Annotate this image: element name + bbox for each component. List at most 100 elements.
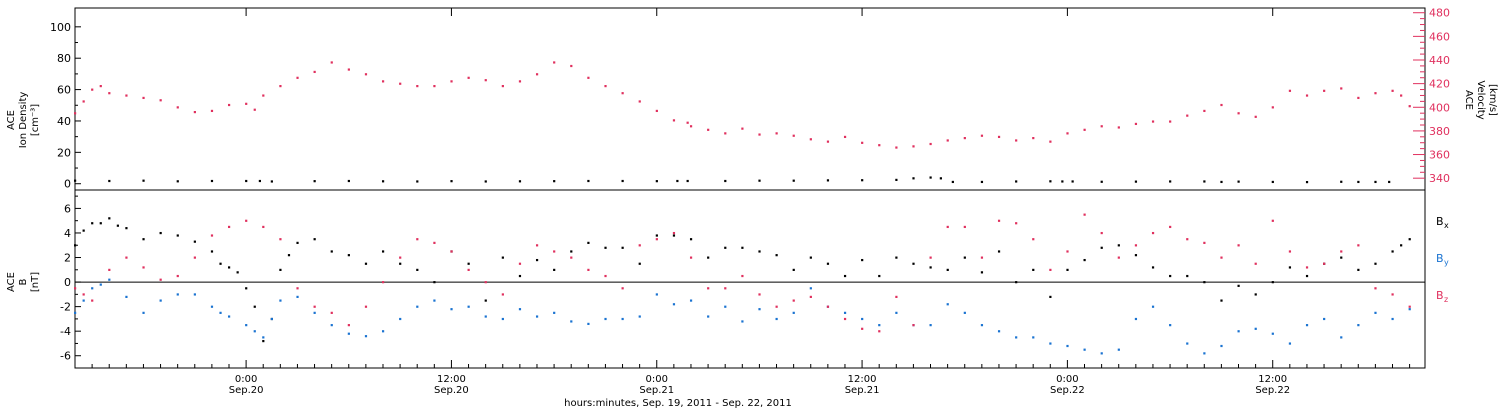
velocity-point [758, 133, 761, 136]
by-point [1203, 352, 1206, 355]
density-axis: 0 20 40 60 80 100 [50, 21, 81, 191]
velocity-point [672, 119, 676, 122]
bx-point [74, 244, 77, 247]
by-point [1391, 317, 1394, 321]
by-point [1083, 348, 1086, 351]
bx-point [433, 281, 436, 284]
bz-point [91, 299, 94, 302]
density-point [258, 179, 261, 183]
bx-point [587, 241, 590, 244]
velocity-point [1323, 89, 1326, 92]
bx-point [741, 246, 744, 249]
bx-point [1186, 274, 1189, 278]
bz-point [638, 244, 641, 247]
velocity-point [501, 85, 504, 88]
velocity-point [313, 70, 316, 74]
by-point [861, 317, 864, 321]
bx-point [262, 339, 265, 343]
by-point [433, 299, 436, 302]
velocity-point [655, 109, 658, 113]
density-point [1220, 180, 1223, 184]
bx-point [963, 256, 966, 259]
bx-point [1083, 258, 1086, 262]
velocity-point [467, 76, 470, 79]
bx-point [861, 258, 864, 262]
bz-point [1015, 222, 1018, 225]
bz-point [125, 256, 128, 259]
bz-point [1203, 241, 1206, 244]
by-point [450, 308, 453, 311]
bfield-marks [74, 213, 1411, 355]
bx-point [227, 266, 231, 269]
by-point [997, 330, 1001, 333]
bz-point [279, 238, 282, 241]
velocity-point [535, 73, 539, 76]
by-point [1408, 308, 1411, 311]
by-point [843, 311, 847, 314]
bz-point [1323, 262, 1326, 265]
by-point [1186, 342, 1189, 345]
bz-legend-subscript: z [1444, 295, 1448, 304]
velocity-point [724, 132, 727, 135]
bz-point [1117, 256, 1120, 259]
bz-point [570, 256, 573, 259]
by-point [895, 311, 898, 314]
bx-point [1288, 266, 1292, 269]
bx-point [946, 268, 949, 271]
bx-point [330, 250, 333, 253]
bz-point [245, 219, 248, 222]
bz-point [1049, 268, 1052, 271]
bz-point [364, 305, 368, 308]
velocity-point [638, 100, 641, 103]
bx-point [1357, 268, 1360, 271]
by-point [1323, 317, 1326, 321]
bz-point [1271, 219, 1274, 222]
velocity-point [82, 100, 85, 103]
bx-point [484, 299, 487, 302]
time-tick-label: 0:00 [646, 374, 668, 385]
bx-point [501, 256, 504, 259]
density-point [347, 179, 350, 183]
density-point [518, 180, 522, 183]
density-point [826, 179, 830, 182]
bx-point [1151, 266, 1155, 269]
bx-point [210, 250, 214, 253]
by-point [1032, 336, 1035, 339]
time-tick-label: 0:00 [1056, 374, 1078, 385]
velocity-point [1408, 105, 1411, 108]
bx-point [1100, 246, 1103, 249]
by-point [467, 305, 470, 308]
bx-point [826, 262, 830, 265]
bx-point [116, 224, 119, 227]
by-point [159, 299, 162, 302]
bz-point [142, 266, 145, 269]
density-ylabel-units: [cm⁻³] [30, 104, 41, 136]
velocity-point [347, 68, 350, 71]
by-point [270, 317, 273, 321]
bx-point [313, 238, 316, 241]
by-point [245, 324, 248, 327]
velocity-point [1066, 132, 1069, 135]
density-tick-label: 60 [57, 84, 71, 97]
density-point [1203, 180, 1206, 183]
density-tick-label: 20 [57, 146, 71, 159]
density-point [1049, 180, 1052, 183]
velocity-point [878, 144, 881, 147]
bz-point [826, 305, 830, 308]
density-point [1271, 180, 1274, 184]
bz-point [1340, 250, 1343, 253]
density-point [450, 180, 453, 183]
bz-point [1083, 213, 1086, 216]
density-tick-label: 0 [64, 178, 71, 191]
bz-point [313, 305, 316, 308]
bz-point [1288, 250, 1292, 253]
by-point [758, 308, 761, 311]
bz-point [1408, 305, 1411, 308]
by-point [347, 332, 350, 335]
velocity-point [125, 94, 128, 97]
time-tick-label: 12:00 [1258, 374, 1287, 385]
bx-point [416, 268, 419, 271]
date-tick-label: Sep.20 [229, 385, 264, 396]
velocity-point [159, 99, 162, 102]
by-point [672, 303, 676, 306]
